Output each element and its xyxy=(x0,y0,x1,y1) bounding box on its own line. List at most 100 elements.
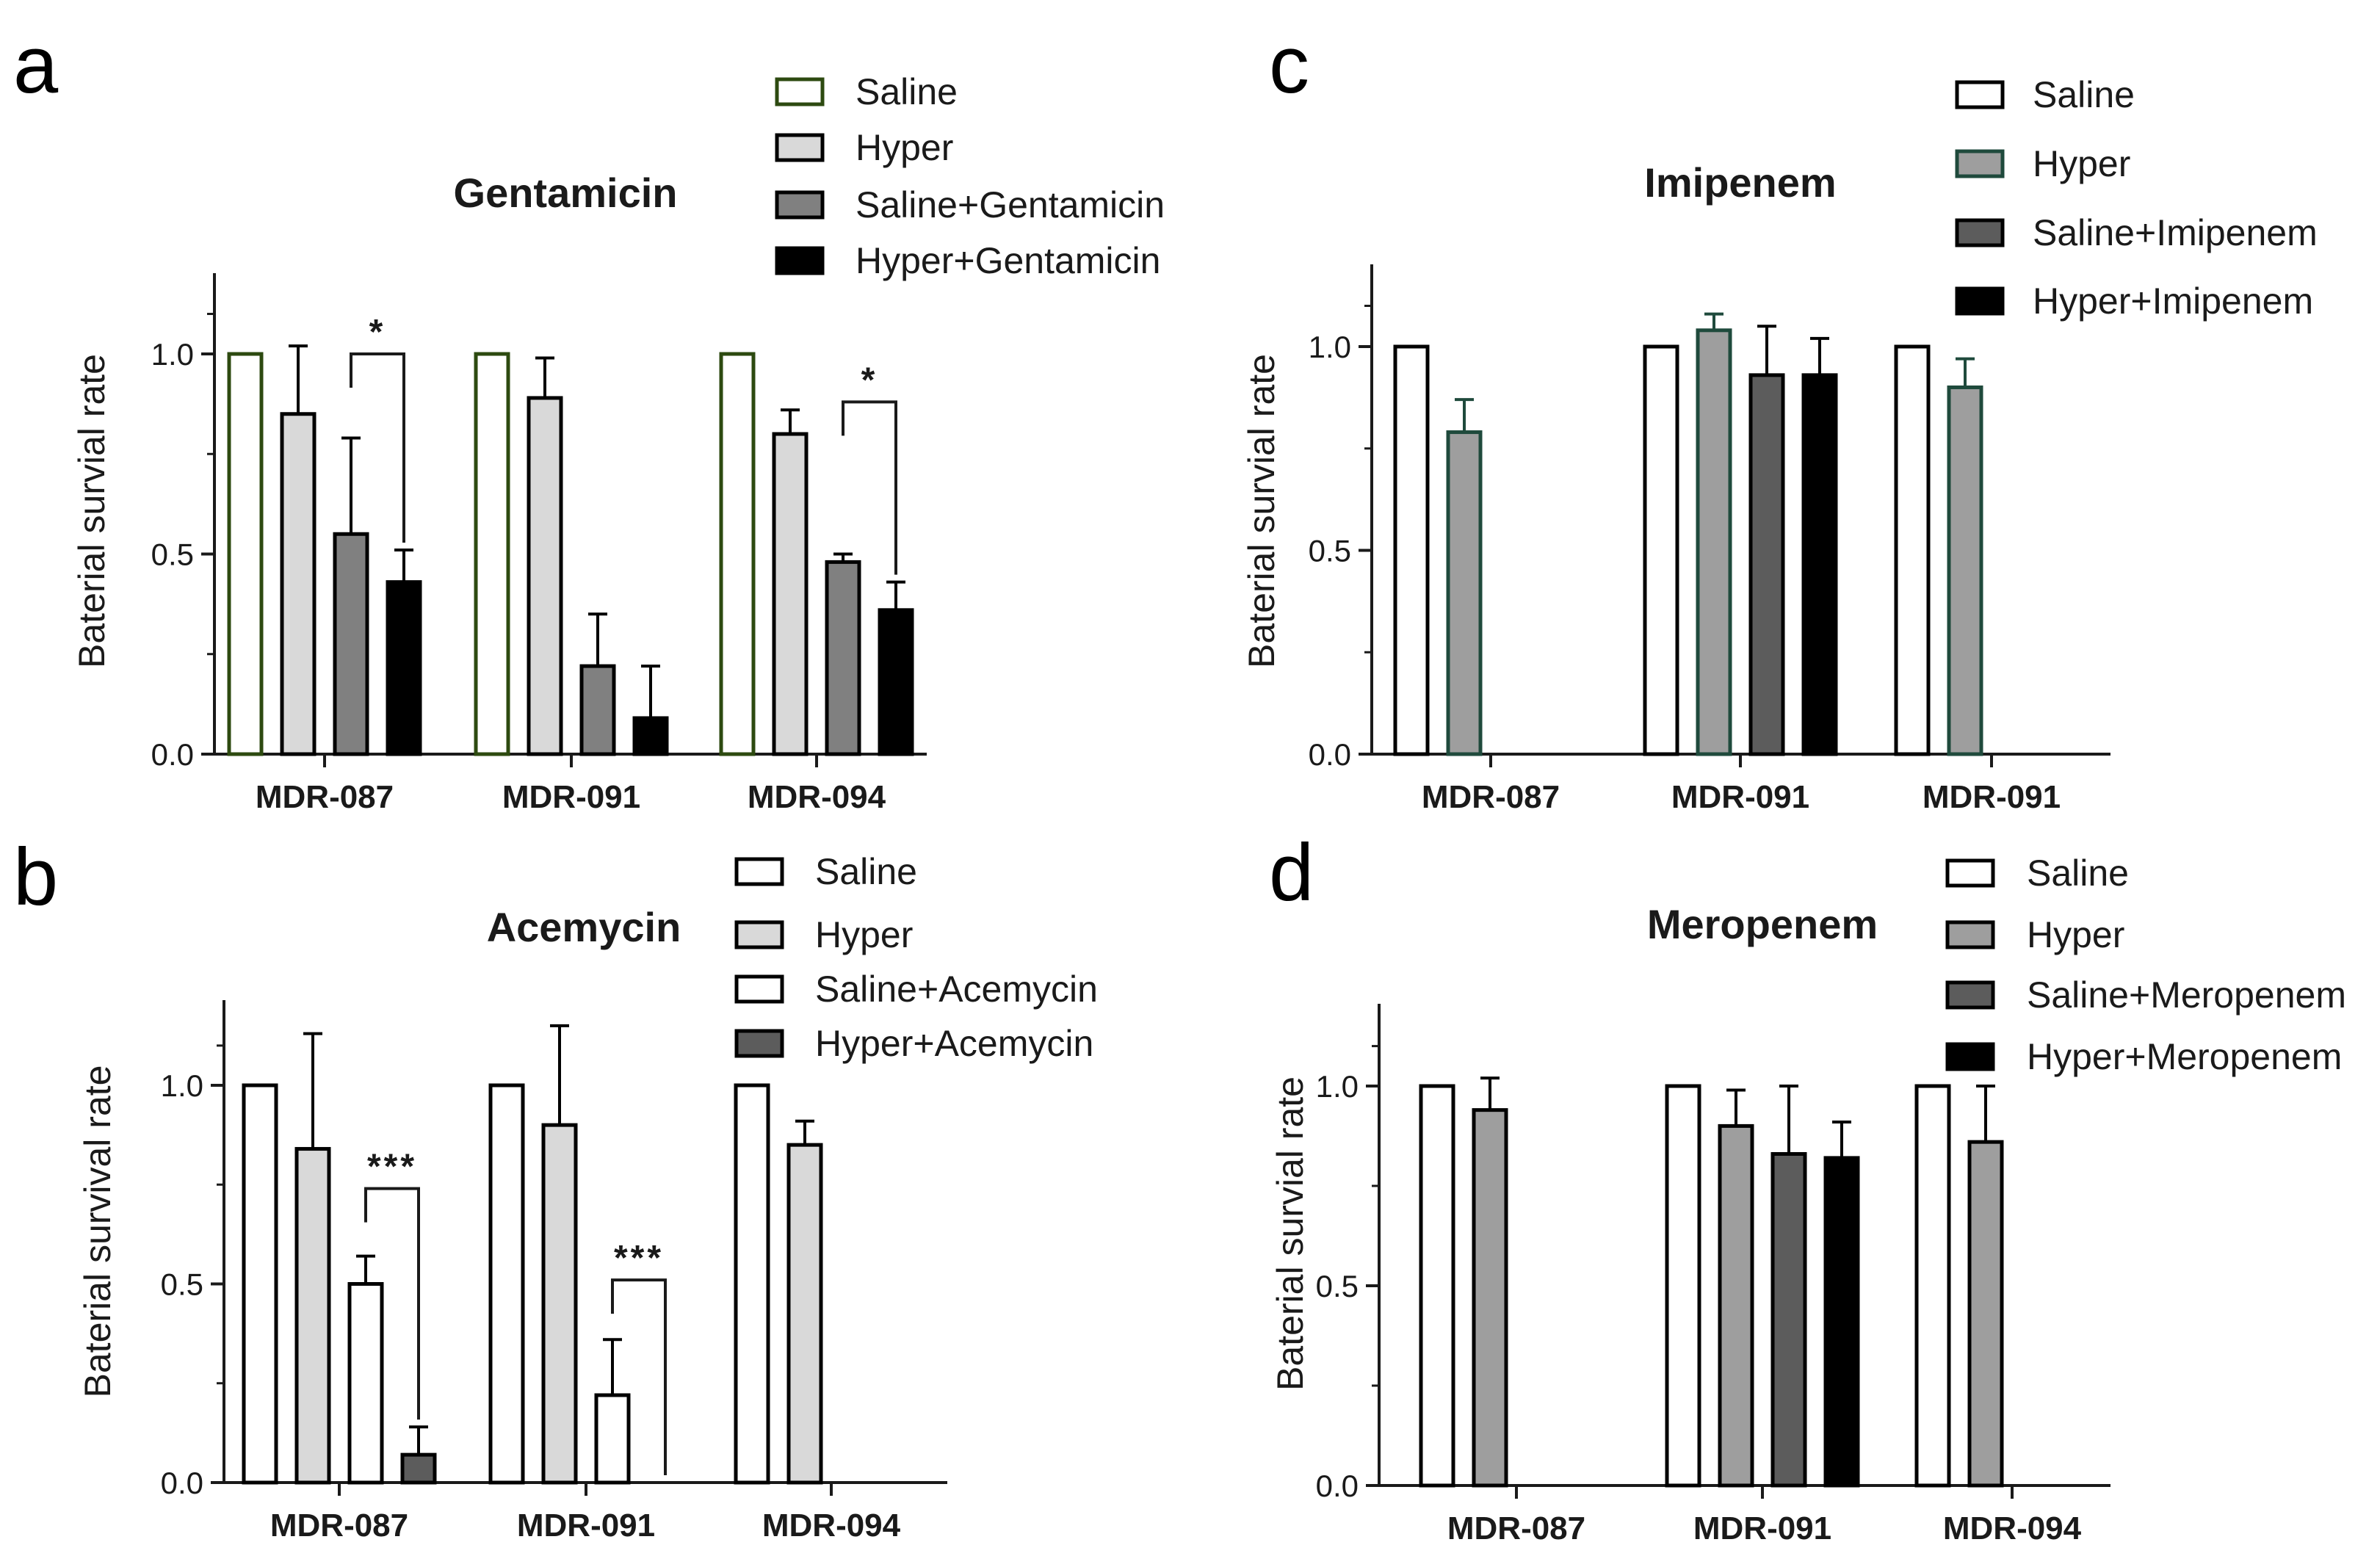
significance-label: *** xyxy=(614,1239,664,1278)
panel-b-acemycin: b Acemycin Baterial survival rate Saline… xyxy=(13,832,1098,1544)
legend-swatch-saline xyxy=(1955,80,2005,109)
y-tick-label: 1.0 xyxy=(1316,1069,1359,1104)
panel-c-title: Imipenem xyxy=(1644,159,1836,206)
legend-swatch-hyper-imipenem xyxy=(1955,286,2005,316)
y-tick-label: 0.5 xyxy=(151,538,194,572)
bar xyxy=(527,396,563,756)
y-tick-label: 0.5 xyxy=(1316,1269,1359,1303)
legend-swatch-hyper-meropenem xyxy=(1945,1042,1995,1071)
bar xyxy=(333,532,369,756)
bar xyxy=(878,608,914,756)
significance-label: * xyxy=(369,313,386,352)
y-tick-label: 0.5 xyxy=(1309,534,1351,568)
legend-label-hyper-meropenem: Hyper+Meropenem xyxy=(2027,1036,2342,1077)
y-tick-label: 1.0 xyxy=(1309,330,1351,364)
bar xyxy=(825,560,861,756)
bar xyxy=(579,664,616,756)
bar xyxy=(347,1282,384,1485)
x-category-label: MDR-087 xyxy=(1422,779,1560,815)
x-category-label: MDR-087 xyxy=(1447,1510,1585,1546)
bar xyxy=(1718,1123,1754,1488)
significance-label: * xyxy=(861,361,878,399)
panel-a-letter: a xyxy=(13,20,59,110)
legend-label-saline: Saline xyxy=(2027,853,2129,894)
panel-b-title: Acemycin xyxy=(487,904,681,950)
panel-d-y-axis-label: Baterial survial rate xyxy=(1270,1076,1311,1391)
bar xyxy=(474,352,510,756)
panel-b-plot-area: 0.0 0.5 1.0 MDR-087 MDR-091 MDR-094 *** *** xyxy=(161,1000,947,1544)
legend-label-saline-gentamicin: Saline+Gentamicin xyxy=(856,184,1165,225)
legend-label-hyper-acemycin: Hyper+Acemycin xyxy=(815,1023,1093,1064)
legend-swatch-saline-gentamicin xyxy=(775,190,825,220)
legend-label-hyper: Hyper xyxy=(2033,143,2130,184)
legend-swatch-hyper xyxy=(1945,920,1995,949)
bar xyxy=(734,1083,770,1485)
panel-a-y-axis-label: Baterial survial rate xyxy=(71,354,112,668)
bar xyxy=(1947,386,1983,756)
bar xyxy=(1696,328,1732,756)
panel-d-meropenem: d Meropenem Baterial survial rate Saline… xyxy=(1269,828,2346,1546)
bar xyxy=(1770,1151,1807,1488)
bar xyxy=(1446,430,1483,756)
x-category-label: MDR-094 xyxy=(762,1508,901,1544)
panel-d-title: Meropenem xyxy=(1647,901,1878,947)
legend-label-hyper: Hyper xyxy=(856,127,953,168)
bar xyxy=(1643,344,1679,756)
y-tick-label: 0.0 xyxy=(1316,1469,1359,1503)
panel-b-y-axis-label: Baterial survival rate xyxy=(77,1065,118,1398)
x-category-label: MDR-094 xyxy=(748,779,886,815)
x-category-label: MDR-091 xyxy=(1693,1510,1831,1546)
panel-d-legend: Saline Hyper Saline+Meropenem Hyper+Mero… xyxy=(1945,853,2346,1077)
bar xyxy=(1967,1140,2004,1488)
x-category-label: MDR-091 xyxy=(502,779,640,815)
legend-label-hyper: Hyper xyxy=(2027,914,2124,955)
bar xyxy=(1801,373,1838,756)
bar xyxy=(1472,1108,1508,1488)
panel-a-legend: Saline Hyper Saline+Gentamicin Hyper+Gen… xyxy=(775,71,1165,281)
legend-swatch-saline-meropenem xyxy=(1945,980,1995,1010)
legend-label-saline-acemycin: Saline+Acemycin xyxy=(815,969,1098,1010)
x-category-label: MDR-094 xyxy=(1943,1510,2082,1546)
bar xyxy=(400,1452,437,1485)
bar xyxy=(1665,1084,1701,1488)
significance-label: *** xyxy=(367,1148,417,1187)
legend-swatch-saline xyxy=(734,857,784,886)
bar xyxy=(632,716,669,756)
x-category-label: MDR-087 xyxy=(256,779,394,815)
bar xyxy=(294,1147,331,1485)
panel-c-letter: c xyxy=(1269,20,1309,110)
bar xyxy=(719,352,756,756)
y-tick-label: 1.0 xyxy=(151,337,194,372)
legend-swatch-hyper-gentamicin xyxy=(775,246,825,275)
y-tick-label: 0.5 xyxy=(161,1267,203,1302)
bar xyxy=(594,1393,631,1485)
panel-a-plot-area: 0.0 0.5 1.0 MDR-087 MDR-091 MDR-094 * * xyxy=(151,273,927,815)
significance-bracket xyxy=(350,352,405,543)
bar xyxy=(1894,344,1931,756)
legend-label-hyper: Hyper xyxy=(815,914,913,955)
x-category-label: MDR-091 xyxy=(517,1508,655,1544)
x-category-label: MDR-087 xyxy=(270,1508,408,1544)
bar xyxy=(772,432,809,756)
panel-d-plot-area: 0.0 0.5 1.0 MDR-087 MDR-091 MDR-094 xyxy=(1316,1004,2110,1546)
y-tick-label: 0.0 xyxy=(151,737,194,772)
legend-swatch-saline-imipenem xyxy=(1955,218,2005,247)
bar xyxy=(488,1083,525,1485)
legend-label-saline-meropenem: Saline+Meropenem xyxy=(2027,974,2346,1016)
legend-swatch-hyper-acemycin xyxy=(734,1029,784,1058)
panel-d-letter: d xyxy=(1269,828,1314,918)
legend-label-hyper-gentamicin: Hyper+Gentamicin xyxy=(856,240,1160,281)
bar xyxy=(227,352,264,756)
x-category-label: MDR-091 xyxy=(1923,779,2061,815)
panel-c-y-axis-label: Baterial survial rate xyxy=(1241,354,1282,668)
panel-c-legend: Saline Hyper Saline+Imipenem Hyper+Imipe… xyxy=(1955,74,2318,322)
panel-a-title: Gentamicin xyxy=(454,170,678,216)
x-category-label: MDR-091 xyxy=(1671,779,1809,815)
y-tick-label: 0.0 xyxy=(1309,737,1351,772)
bar xyxy=(242,1083,278,1485)
bar xyxy=(1914,1084,1951,1488)
significance-bracket xyxy=(364,1187,420,1420)
panel-b-legend: Saline Hyper Saline+Acemycin Hyper+Acemy… xyxy=(734,851,1098,1064)
